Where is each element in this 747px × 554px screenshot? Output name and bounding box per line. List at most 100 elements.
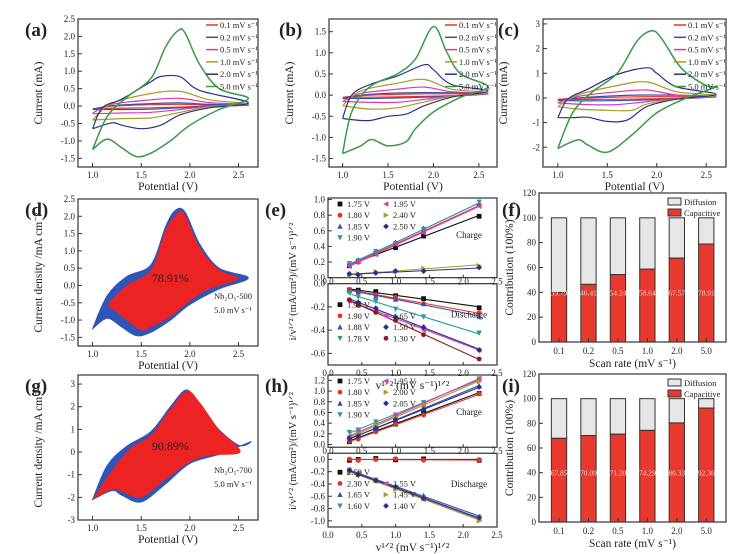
y-tick-label: 0.0: [314, 440, 326, 450]
y-tick-label: -1.0: [311, 516, 326, 526]
y-tick-label: 0.2: [314, 257, 325, 267]
x-tick-label: 1.5: [136, 170, 148, 180]
bar-diffusion: [580, 398, 597, 437]
x-tick-label: 2.5: [233, 170, 245, 180]
data-point: [476, 514, 483, 521]
fit-line: [349, 386, 480, 440]
plot-frame: [77, 198, 259, 347]
x-axis-label: v¹ᐟ² (mV s⁻¹)¹ᐟ²: [376, 542, 450, 554]
legend-label: 2.0 mV s⁻¹: [688, 69, 726, 79]
plot-frame: [328, 18, 498, 168]
data-point: [392, 483, 399, 490]
data-point: [372, 251, 379, 258]
data-point: [346, 270, 353, 277]
x-tick-label: 1.0: [552, 170, 564, 180]
y-tick-label: -1.5: [61, 153, 76, 163]
legend-marker: [337, 469, 343, 475]
y-tick-label: 40: [527, 287, 537, 297]
data-point: [355, 294, 361, 300]
x-tick-label: 2.5: [233, 523, 245, 533]
data-point: [476, 379, 483, 385]
y-tick-label: 1.5: [64, 49, 76, 59]
data-point: [476, 384, 483, 390]
y-tick-label: 2: [536, 44, 541, 54]
x-tick-label: 0.0: [322, 530, 334, 540]
data-point: [346, 435, 353, 442]
y-tick-label: 1.0: [314, 386, 326, 396]
y-axis-label: Current (mA): [498, 61, 510, 124]
panel-b: (b) 0.1 mV s⁻¹ 0.2 mV s⁻¹ 0.5 mV s⁻¹ 1.0 mV …: [279, 18, 498, 193]
legend-label: 0.5 mV s⁻¹: [220, 45, 258, 55]
data-point: [420, 495, 427, 502]
data-point: [372, 270, 379, 276]
y-tick-label: 1.5: [64, 229, 76, 239]
data-point: [476, 391, 482, 397]
y-tick-label: 0.0: [64, 280, 76, 290]
y-tick-label: -0.5: [61, 298, 76, 308]
bar-value-label: 46.41: [580, 288, 597, 297]
fit-line: [349, 288, 480, 308]
panel-label: (d): [25, 200, 48, 221]
panel-label: (e): [265, 200, 286, 221]
x-tick-label: 0.5: [356, 368, 368, 378]
data-point: [421, 233, 426, 239]
data-point: [420, 324, 427, 331]
x-tick-label: 1.0: [390, 530, 402, 540]
legend-label: 1.60 V: [347, 501, 371, 511]
y-tick-label: -2: [68, 492, 76, 502]
data-point: [476, 199, 482, 205]
bar-capacitive: [609, 433, 627, 523]
y-tick-label: -1: [68, 470, 76, 480]
legend-label: 1.30 V: [393, 333, 417, 343]
cv-curve-2: [342, 86, 489, 104]
fit-line: [349, 202, 480, 265]
x-tick-label: 2.0: [184, 349, 196, 359]
data-point: [420, 268, 427, 275]
y-tick-label: -0.5: [312, 111, 327, 121]
data-point: [372, 477, 379, 484]
legend-label: 2.00 V: [393, 387, 417, 397]
data-point: [372, 425, 379, 432]
bar-capacitive: [550, 437, 568, 523]
bar-value-label: 39.79: [551, 288, 568, 297]
legend-label: 1.65 V: [393, 311, 417, 321]
y-axis-label: Current density /mA cm⁻²: [33, 212, 45, 333]
legend-label: 1.55 V: [393, 478, 417, 488]
capacitive-percentage: 90.89%: [152, 439, 189, 453]
legend-marker: [383, 400, 389, 407]
bar-value-label: 74.29: [639, 469, 656, 478]
y-tick-label: -1.5: [61, 332, 76, 342]
y-tick-label: 0.8: [314, 210, 326, 220]
x-axis-label: Scan rate (mV s⁻¹): [589, 538, 676, 550]
data-point: [393, 421, 398, 427]
y-tick-label: 0.0: [314, 273, 326, 283]
scan-rate-label: 5.0 mV s⁻¹: [214, 305, 252, 315]
data-point: [346, 263, 352, 269]
data-point: [476, 310, 482, 316]
legend-marker: [337, 481, 343, 486]
legend-marker: [337, 389, 343, 395]
legend-label: 1.0 mV s⁻¹: [220, 57, 258, 67]
data-point: [421, 401, 427, 408]
legend-marker: [337, 400, 343, 406]
bar-diffusion: [550, 398, 568, 439]
legend-label: 2.0 mV s⁻¹: [459, 69, 497, 79]
y-tick-label: 0.6: [314, 407, 326, 417]
y-tick-label: -3: [68, 515, 76, 525]
x-tick-label: 0.0: [322, 368, 334, 378]
bar-value-label: 67.85: [551, 469, 568, 478]
legend-label: 2.40 V: [393, 210, 417, 220]
panel-label: (g): [25, 376, 47, 397]
x-tick-label: 2.0: [428, 170, 440, 180]
cv-curve-3: [92, 90, 249, 121]
y-tick-label: 120: [523, 369, 537, 379]
y-tick-label: 1: [536, 68, 541, 78]
x-tick-label: 1.0: [390, 368, 402, 378]
legend-label: 1.95 V: [393, 199, 417, 209]
x-tick-label: 1.0: [390, 277, 402, 287]
y-tick-label: 0.0: [314, 279, 326, 289]
y-tick-label: 2.0: [64, 211, 76, 221]
y-tick-label: 60: [527, 443, 537, 453]
data-point: [346, 456, 352, 462]
bar-diffusion: [639, 398, 656, 431]
